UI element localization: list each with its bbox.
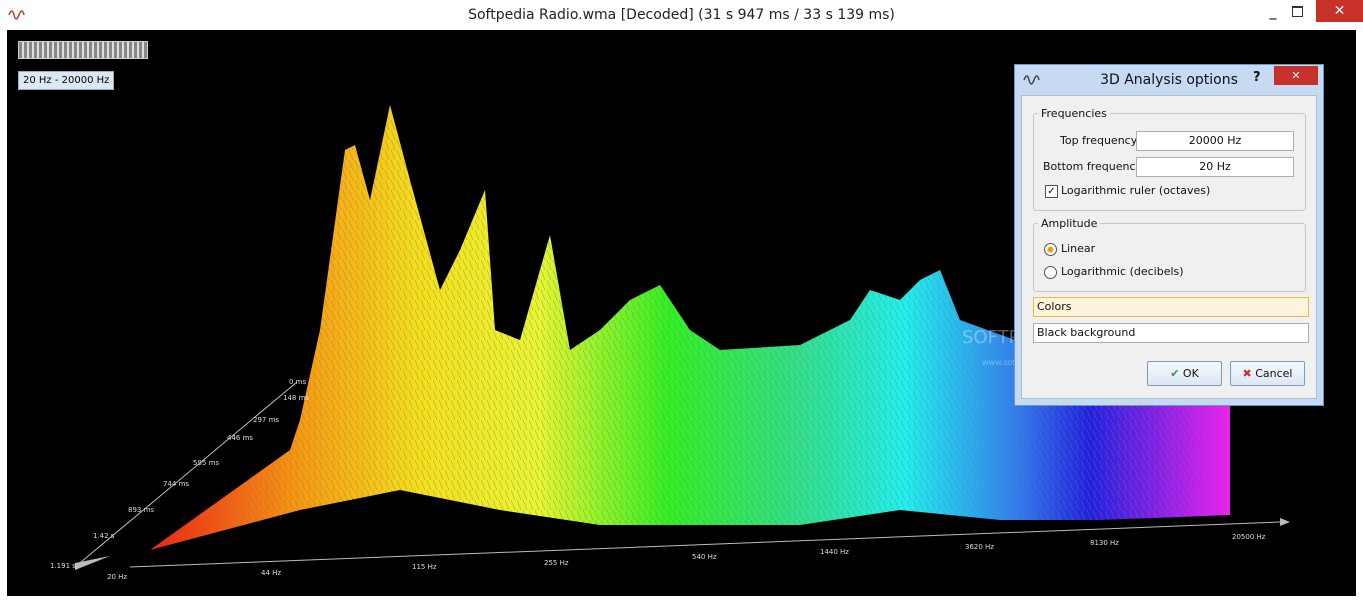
- checkbox-label: Logarithmic ruler (octaves): [1061, 184, 1211, 197]
- field-label: Top frequency: [1060, 134, 1138, 147]
- dialog-title: 3D Analysis options: [1100, 72, 1238, 88]
- time-axis-label: 744 ms: [163, 480, 189, 488]
- options-dialog: 3D Analysis options ? ✕ Frequencies Top …: [1014, 64, 1324, 406]
- axis-arrow: [75, 556, 110, 570]
- amplitude-group: [1033, 223, 1306, 292]
- surface-mesh: [150, 105, 1230, 550]
- frequency-axis-label: 20 Hz: [107, 573, 127, 581]
- frequency-axis-label: 1440 Hz: [820, 548, 849, 556]
- axis-arrow: [1280, 518, 1290, 526]
- frequency-axis-label: 44 Hz: [261, 569, 281, 577]
- radio-label: Linear: [1061, 242, 1096, 255]
- surface-plot: 0 ms 148 ms 297 ms 446 ms 595 ms 744 ms 893 ms…: [50, 105, 1290, 581]
- progress-strip: [18, 41, 148, 59]
- field-label: Bottom frequency: [1043, 160, 1143, 173]
- range-badge[interactable]: 20 Hz - 20000 Hz: [18, 71, 115, 90]
- ok-label: OK: [1182, 367, 1199, 380]
- time-axis-label: 446 ms: [227, 434, 253, 442]
- frequencies-group: [1033, 113, 1306, 211]
- time-axis-label: 148 ms: [283, 394, 309, 402]
- time-axis: [74, 381, 298, 568]
- color-mode-select[interactable]: Colors: [1033, 297, 1309, 317]
- maximize-button[interactable]: [1292, 6, 1303, 17]
- frequency-axis-label: 255 Hz: [544, 559, 569, 567]
- bottom-frequency-input[interactable]: 20 Hz: [1136, 157, 1294, 177]
- frequency-axis-label: 8130 Hz: [1090, 539, 1119, 547]
- cancel-label: Cancel: [1255, 367, 1293, 380]
- title-bar: Softpedia Radio.wma [Decoded] (31 s 947 …: [0, 0, 1363, 30]
- checkbox[interactable]: ✓: [1045, 185, 1058, 198]
- dialog-close[interactable]: ✕: [1274, 66, 1318, 85]
- frequency-axis: [129, 521, 1281, 568]
- time-axis-label: 1.42 s: [93, 532, 115, 540]
- radio-checked[interactable]: [1044, 243, 1057, 256]
- background-select[interactable]: Black background: [1033, 323, 1309, 343]
- minimize-button[interactable]: _: [1269, 4, 1277, 20]
- cancel-button[interactable]: ✖ Cancel: [1230, 361, 1305, 386]
- ok-button[interactable]: ✔ OK: [1147, 361, 1222, 386]
- help-button[interactable]: ?: [1253, 70, 1261, 85]
- close-button[interactable]: ✕: [1316, 0, 1363, 22]
- frequency-axis-label: 540 Hz: [692, 553, 717, 561]
- group-legend: Frequencies: [1038, 107, 1110, 120]
- dialog-icon: [1023, 75, 1040, 85]
- group-legend: Amplitude: [1038, 217, 1101, 230]
- time-axis-label: 595 ms: [193, 459, 219, 467]
- time-axis-label: 0 ms: [289, 378, 306, 386]
- time-axis-label: 893 ms: [128, 506, 154, 514]
- dialog-body: Frequencies Top frequency 20000 Hz Botto…: [1021, 95, 1317, 399]
- app-icon: [8, 10, 25, 20]
- radio[interactable]: [1044, 266, 1057, 279]
- radio-label: Logarithmic (decibels): [1061, 265, 1184, 278]
- top-frequency-input[interactable]: 20000 Hz: [1136, 131, 1294, 151]
- time-axis-label: 297 ms: [253, 416, 279, 424]
- frequency-axis-label: 115 Hz: [412, 563, 437, 571]
- frequency-axis-label: 20500 Hz: [1232, 533, 1266, 541]
- time-axis-label: 1.191 s: [50, 562, 76, 570]
- frequency-axis-label: 3620 Hz: [965, 543, 994, 551]
- window-title: Softpedia Radio.wma [Decoded] (31 s 947 …: [468, 7, 895, 23]
